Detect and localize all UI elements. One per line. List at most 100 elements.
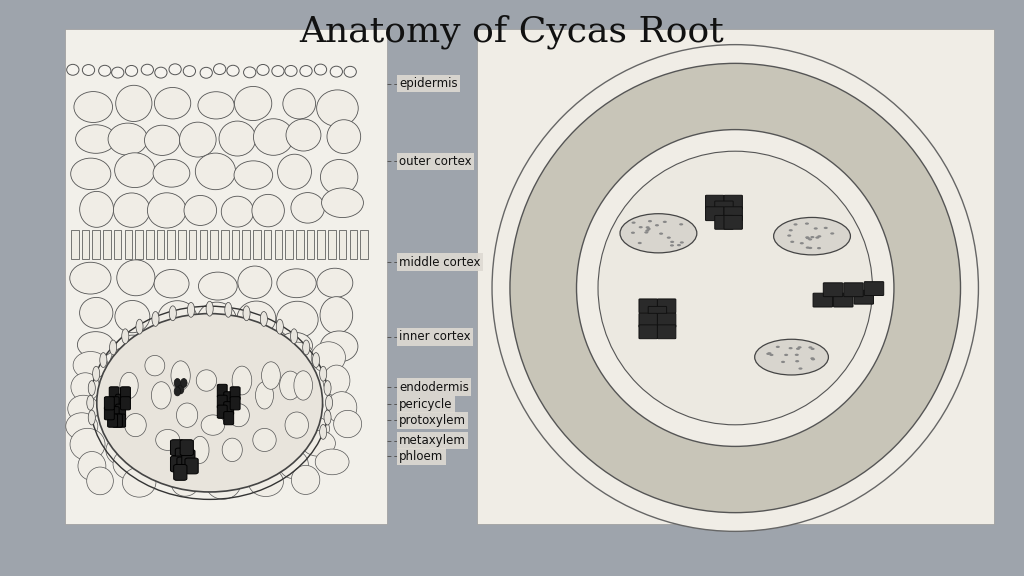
Ellipse shape <box>238 266 271 298</box>
FancyBboxPatch shape <box>639 299 657 313</box>
Ellipse shape <box>621 214 696 253</box>
Ellipse shape <box>680 241 684 244</box>
Ellipse shape <box>248 342 274 370</box>
Ellipse shape <box>66 413 98 439</box>
Ellipse shape <box>154 270 189 298</box>
Ellipse shape <box>174 378 180 388</box>
Ellipse shape <box>283 89 315 119</box>
Ellipse shape <box>227 65 240 76</box>
Ellipse shape <box>198 92 234 119</box>
Ellipse shape <box>92 366 99 381</box>
Ellipse shape <box>814 228 818 230</box>
Ellipse shape <box>326 395 333 410</box>
Ellipse shape <box>322 188 364 218</box>
Ellipse shape <box>237 301 275 335</box>
Text: epidermis: epidermis <box>399 77 458 90</box>
Ellipse shape <box>327 392 356 423</box>
Bar <box>349 230 357 259</box>
Ellipse shape <box>190 436 209 464</box>
Bar <box>221 230 228 259</box>
Ellipse shape <box>154 160 189 187</box>
FancyBboxPatch shape <box>116 394 126 407</box>
Bar <box>253 230 261 259</box>
Ellipse shape <box>312 353 319 367</box>
Bar <box>231 230 240 259</box>
Ellipse shape <box>276 301 318 338</box>
Ellipse shape <box>254 395 285 423</box>
Ellipse shape <box>70 429 105 460</box>
Ellipse shape <box>806 247 810 249</box>
Ellipse shape <box>774 218 850 255</box>
FancyBboxPatch shape <box>108 414 118 427</box>
Ellipse shape <box>183 66 196 77</box>
Bar <box>157 230 164 259</box>
Ellipse shape <box>70 262 111 294</box>
Ellipse shape <box>99 353 106 367</box>
Ellipse shape <box>120 372 138 399</box>
Ellipse shape <box>769 354 773 356</box>
Ellipse shape <box>234 86 271 120</box>
Ellipse shape <box>175 352 206 377</box>
Ellipse shape <box>817 235 821 237</box>
Ellipse shape <box>199 330 233 357</box>
Ellipse shape <box>243 448 272 478</box>
Ellipse shape <box>316 90 358 127</box>
Ellipse shape <box>271 66 284 77</box>
Bar <box>125 230 132 259</box>
FancyBboxPatch shape <box>116 414 126 427</box>
Ellipse shape <box>201 415 224 435</box>
Ellipse shape <box>284 370 318 399</box>
Bar <box>328 230 336 259</box>
Ellipse shape <box>659 233 664 235</box>
Ellipse shape <box>323 365 350 396</box>
Text: outer cortex: outer cortex <box>399 155 472 168</box>
Ellipse shape <box>155 88 190 119</box>
Ellipse shape <box>767 352 771 354</box>
Ellipse shape <box>492 45 979 531</box>
Ellipse shape <box>264 429 296 457</box>
Ellipse shape <box>300 66 312 77</box>
Ellipse shape <box>315 449 349 475</box>
Ellipse shape <box>823 227 827 229</box>
Ellipse shape <box>197 370 217 391</box>
Ellipse shape <box>178 390 206 420</box>
Ellipse shape <box>234 161 272 190</box>
Ellipse shape <box>784 354 788 356</box>
Ellipse shape <box>257 65 269 75</box>
FancyBboxPatch shape <box>185 458 199 474</box>
Ellipse shape <box>222 438 243 461</box>
Ellipse shape <box>319 425 327 439</box>
Text: Anatomy of Cycas Root: Anatomy of Cycas Root <box>300 14 724 49</box>
Ellipse shape <box>146 435 178 467</box>
Ellipse shape <box>788 347 793 349</box>
Ellipse shape <box>667 237 671 239</box>
Ellipse shape <box>116 85 152 122</box>
Ellipse shape <box>648 220 652 222</box>
Ellipse shape <box>112 67 124 78</box>
Ellipse shape <box>232 366 252 395</box>
Ellipse shape <box>144 125 180 156</box>
Ellipse shape <box>115 153 155 188</box>
Bar <box>274 230 283 259</box>
Ellipse shape <box>319 366 327 381</box>
FancyBboxPatch shape <box>724 195 742 209</box>
Ellipse shape <box>174 387 180 396</box>
Ellipse shape <box>295 393 323 418</box>
Ellipse shape <box>766 353 770 355</box>
Ellipse shape <box>97 313 323 492</box>
Ellipse shape <box>644 232 648 234</box>
Ellipse shape <box>794 223 798 226</box>
Ellipse shape <box>670 244 674 247</box>
FancyBboxPatch shape <box>217 395 227 408</box>
FancyBboxPatch shape <box>657 325 676 339</box>
FancyBboxPatch shape <box>834 293 853 307</box>
Ellipse shape <box>180 378 187 388</box>
Ellipse shape <box>78 452 105 480</box>
Ellipse shape <box>815 236 819 238</box>
Ellipse shape <box>679 223 683 225</box>
FancyBboxPatch shape <box>121 397 130 410</box>
Ellipse shape <box>311 342 345 373</box>
FancyBboxPatch shape <box>813 293 833 307</box>
Ellipse shape <box>663 221 667 223</box>
FancyBboxPatch shape <box>230 387 240 400</box>
